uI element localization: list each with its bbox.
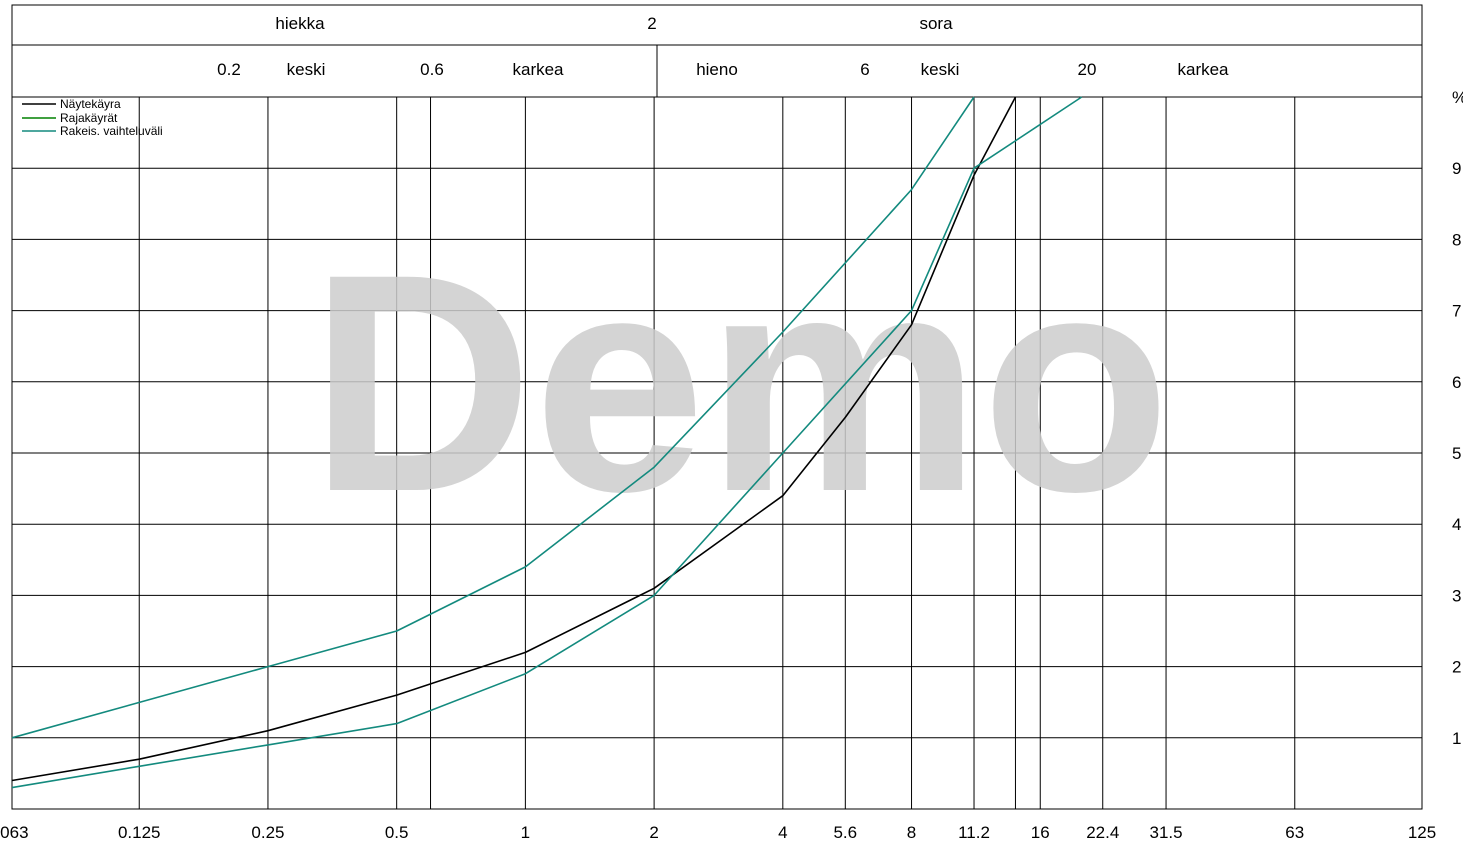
x-tick-label: 5.6 — [833, 823, 857, 842]
x-tick-label: 2 — [649, 823, 658, 842]
y-tick-label: 6 — [1452, 373, 1461, 392]
header-medium-coarse-boundary: 0.6 — [420, 60, 444, 79]
x-tick-label: 0.25 — [251, 823, 284, 842]
header-gravel-label: sora — [919, 14, 953, 33]
series-line-2 — [11, 96, 975, 739]
data-series — [11, 96, 1083, 789]
x-tick-label: 0.5 — [385, 823, 409, 842]
header-gravel-medium: keski — [921, 60, 960, 79]
header-gravel-medium-coarse-boundary: 20 — [1078, 60, 1097, 79]
y-tick-label: 9 — [1452, 159, 1461, 178]
x-tick-labels: .063 0.125 0.25 0.5 1 2 4 5.6 8 11.2 16 22.4 31.5 63 1… — [0, 823, 1436, 842]
x-tick-label: .063 — [0, 823, 29, 842]
y-tick-label: 4 — [1452, 515, 1461, 534]
header-fine-medium-boundary: 0.2 — [217, 60, 241, 79]
legend-label-limits: Rajakäyrät — [60, 111, 118, 125]
x-tick-label: 11.2 — [958, 823, 990, 842]
legend-label-range: Rakeis. vaihteluväli — [60, 124, 163, 138]
header-gravel-coarse: karkea — [1177, 60, 1229, 79]
x-tick-label: 1 — [521, 823, 530, 842]
y-tick-label: 7 — [1452, 302, 1461, 321]
x-tick-label: 16 — [1031, 823, 1050, 842]
y-tick-label: 3 — [1452, 586, 1461, 605]
x-tick-label: 31.5 — [1149, 823, 1182, 842]
header-band: hiekka 2 sora 0.2 keski 0.6 karkea hieno… — [11, 4, 1423, 98]
header-gravel-fine-medium-boundary: 6 — [860, 60, 869, 79]
x-tick-label: 4 — [778, 823, 787, 842]
x-tick-label: 8 — [907, 823, 916, 842]
demo-watermark: Demo — [309, 209, 1170, 556]
y-tick-label: 2 — [1452, 658, 1461, 677]
x-tick-label: 63 — [1285, 823, 1304, 842]
legend-label-sample: Näytekäyra — [60, 97, 121, 111]
y-tick-labels: 1 2 3 4 5 6 7 8 9% — [1452, 88, 1463, 748]
header-gravel-fine: hieno — [696, 60, 738, 79]
header-sand-label: hiekka — [275, 14, 325, 33]
x-tick-label: 125 — [1408, 823, 1436, 842]
legend: Näytekäyra Rajakäyrät Rakeis. vaihteluvä… — [22, 97, 163, 138]
y-tick-label: 1 — [1452, 729, 1461, 748]
y-tick-label: 5 — [1452, 444, 1461, 463]
header-sand-coarse: karkea — [512, 60, 564, 79]
series-line-0 — [11, 96, 1017, 782]
y-tick-label: 8 — [1452, 230, 1461, 249]
header-sand-medium: keski — [287, 60, 326, 79]
y-tick-label: % — [1452, 88, 1463, 107]
x-tick-label: 22.4 — [1086, 823, 1119, 842]
series-line-2 — [11, 96, 1083, 789]
x-tick-label: 0.125 — [118, 823, 161, 842]
header-sand-gravel-boundary: 2 — [647, 14, 656, 33]
plot-grid — [11, 96, 1423, 810]
